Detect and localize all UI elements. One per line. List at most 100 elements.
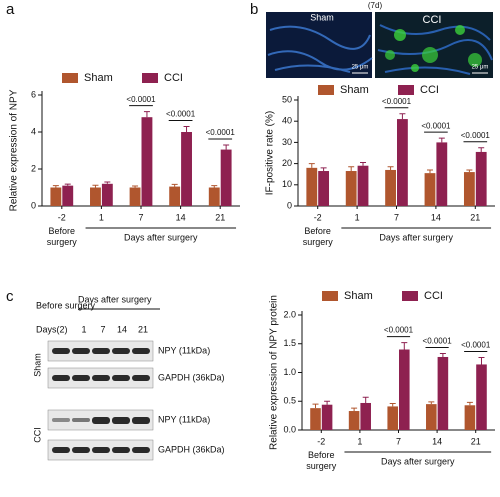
- error-bar: [426, 169, 433, 174]
- x-tick-label: 1: [355, 212, 360, 222]
- legend-swatch: [402, 291, 418, 301]
- error-bar: [223, 144, 230, 150]
- bar: [321, 404, 333, 430]
- y-axis-label: Relative expression of NPY protein: [269, 295, 280, 450]
- group-label: Days after surgery: [379, 232, 453, 242]
- x-tick-label: 1: [357, 436, 362, 446]
- blot-days-label: Days(2): [36, 324, 68, 334]
- y-tick-label: 2.0: [283, 309, 296, 319]
- bar: [464, 405, 476, 430]
- western-blot: Before surgery Days after surgery Days(2…: [32, 294, 225, 461]
- bar: [306, 167, 318, 206]
- bar: [62, 185, 74, 206]
- lane-label: 14: [117, 324, 127, 334]
- error-bar: [362, 396, 369, 403]
- row-label: Sham: [32, 353, 42, 377]
- bar: [181, 132, 192, 206]
- y-axis-label: IF-positive rate (%): [265, 111, 276, 195]
- error-bar: [52, 185, 59, 188]
- error-bar: [399, 113, 406, 120]
- image-label: Sham: [310, 12, 334, 22]
- bar: [348, 411, 360, 430]
- bar: [129, 187, 141, 206]
- error-bar: [308, 163, 315, 168]
- error-bar: [478, 147, 485, 152]
- error-bar: [478, 357, 485, 365]
- x-tick-label: 21: [215, 212, 225, 222]
- legend-swatch: [398, 85, 414, 95]
- group-label: Before surgery: [47, 226, 78, 247]
- error-bar: [132, 185, 139, 188]
- y-tick-label: 0.0: [283, 424, 296, 434]
- group-label: Days after surgery: [124, 232, 198, 242]
- error-bar: [183, 125, 190, 132]
- bar: [475, 151, 487, 206]
- legend-swatch: [318, 85, 334, 95]
- x-tick-label: 7: [396, 436, 401, 446]
- significance-label: <0.0001: [384, 326, 414, 335]
- bar: [385, 169, 396, 206]
- group-label: Days after surgery: [381, 456, 455, 466]
- bar: [345, 171, 357, 206]
- y-tick-label: 0: [287, 200, 292, 210]
- blot-before-label: Before surgery: [36, 300, 96, 310]
- significance-label: <0.0001: [421, 121, 451, 130]
- row-label: CCI: [32, 427, 42, 443]
- group-label: Before surgery: [303, 226, 334, 247]
- error-bar: [360, 162, 367, 166]
- legend-swatch: [62, 73, 78, 83]
- lane-label: 21: [138, 324, 148, 334]
- x-tick-label: -2: [317, 436, 325, 446]
- bar: [357, 165, 369, 206]
- panel-label: b: [250, 1, 258, 18]
- bar: [424, 173, 436, 206]
- bar: [463, 172, 475, 206]
- error-bar: [92, 184, 99, 188]
- panel-label: a: [6, 1, 15, 18]
- x-tick-label: 14: [176, 212, 186, 222]
- error-bar: [211, 185, 218, 188]
- bar: [387, 406, 398, 430]
- y-tick-label: 6: [31, 89, 36, 99]
- group-label: Before surgery: [306, 450, 337, 471]
- bar: [437, 356, 449, 430]
- error-bar: [351, 407, 358, 412]
- bar: [476, 364, 487, 430]
- significance-label: <0.0001: [382, 97, 412, 106]
- y-tick-label: 0: [31, 200, 36, 210]
- image-label: CCI: [423, 14, 442, 26]
- x-tick-label: 14: [431, 212, 441, 222]
- y-tick-label: 1.0: [283, 367, 296, 377]
- error-bar: [143, 111, 150, 118]
- bar: [360, 402, 371, 430]
- bar: [426, 404, 437, 430]
- significance-label: <0.0001: [423, 337, 453, 346]
- y-tick-label: 20: [282, 158, 292, 168]
- error-bar: [439, 353, 446, 357]
- y-tick-label: 30: [282, 137, 292, 147]
- legend-label: Sham: [344, 290, 373, 302]
- panel-label: c: [6, 288, 14, 305]
- significance-label: <0.0001: [461, 341, 491, 350]
- error-bar: [389, 403, 396, 407]
- x-tick-label: 7: [394, 212, 399, 222]
- error-bar: [324, 400, 331, 405]
- x-tick-label: 7: [138, 212, 143, 222]
- bar: [50, 187, 62, 206]
- error-bar: [387, 166, 394, 170]
- lane-label: 1: [81, 324, 86, 334]
- legend-swatch: [142, 73, 158, 83]
- y-tick-label: 0.5: [283, 396, 296, 406]
- error-bar: [312, 403, 319, 409]
- image-timepoint: (7d): [368, 1, 383, 10]
- error-bar: [466, 401, 473, 406]
- y-tick-label: 2: [31, 163, 36, 173]
- if-images: Sham (7d) CCI 25 μm 25 μm: [266, 1, 493, 78]
- band-label: GAPDH (36kDa): [158, 444, 225, 454]
- bar: [310, 408, 321, 430]
- bar: [101, 183, 113, 206]
- blot-after-label: Days after surgery: [78, 294, 152, 304]
- x-tick-label: 14: [432, 436, 442, 446]
- band-label: NPY (11kDa): [158, 345, 210, 355]
- x-tick-label: 21: [470, 212, 480, 222]
